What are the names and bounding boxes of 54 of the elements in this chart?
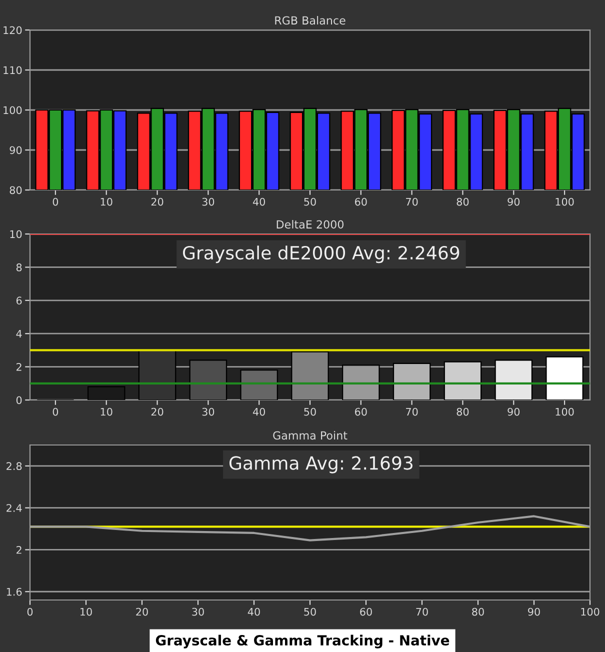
x-tick-label: 70 — [406, 198, 418, 206]
x-tick-label: 20 — [151, 408, 164, 416]
annotation: Gamma Avg: 2.1693 — [229, 456, 412, 474]
x-tick-label: 50 — [304, 608, 316, 616]
y-tick-label: 110 — [4, 66, 22, 74]
x-tick-label: 20 — [136, 608, 148, 616]
chart-title: RGB Balance — [275, 16, 346, 25]
y-tick-label: 0 — [16, 396, 22, 404]
x-tick-label: 0 — [52, 198, 58, 206]
y-tick-label: 6 — [16, 296, 22, 305]
x-tick-label: 10 — [100, 198, 112, 206]
y-tick-label: 8 — [16, 263, 22, 272]
y-tick-label: 100 — [4, 106, 22, 114]
y-tick-label: 90 — [10, 146, 22, 154]
x-tick-label: 80 — [456, 198, 469, 206]
x-tick-label: 50 — [304, 408, 316, 416]
annotation: Grayscale dE2000 Avg: 2.2469 — [183, 246, 460, 264]
x-tick-label: 100 — [556, 408, 574, 416]
text: Grayscale & Gamma Tracking - Native — [156, 634, 450, 648]
x-tick-label: 30 — [202, 408, 214, 416]
x-tick-label: 50 — [304, 198, 316, 206]
y-tick-label: 1.6 — [6, 588, 22, 596]
x-tick-label: 80 — [472, 608, 484, 616]
y-tick-label: 2 — [16, 363, 22, 371]
x-tick-label: 0 — [52, 408, 58, 416]
x-tick-label: 40 — [248, 608, 260, 616]
x-tick-label: 30 — [192, 608, 204, 616]
y-tick-label: 2.4 — [6, 504, 22, 512]
x-tick-label: 90 — [528, 608, 540, 616]
x-tick-label: 20 — [151, 198, 164, 206]
y-tick-label: 4 — [16, 330, 22, 338]
x-tick-label: 60 — [355, 408, 367, 416]
x-tick-label: 80 — [456, 408, 469, 416]
x-tick-label: 40 — [252, 198, 266, 206]
y-tick-label: 10 — [10, 230, 22, 238]
chart-title: DeltaE 2000 — [276, 220, 344, 229]
x-tick-label: 30 — [202, 198, 214, 206]
x-tick-label: 10 — [80, 608, 92, 616]
y-tick-label: 2.8 — [6, 462, 22, 470]
chart-title: Gamma Point — [273, 431, 348, 440]
x-tick-label: 70 — [416, 608, 428, 616]
x-tick-label: 100 — [556, 198, 574, 206]
x-tick-label: 40 — [252, 408, 266, 416]
x-tick-label: 60 — [355, 198, 367, 206]
x-tick-label: 90 — [508, 408, 520, 416]
x-tick-label: 90 — [508, 198, 520, 206]
y-tick-label: 2 — [16, 546, 22, 554]
x-tick-label: 70 — [406, 408, 418, 416]
y-tick-label: 120 — [4, 26, 22, 34]
x-tick-label: 60 — [360, 608, 372, 616]
y-tick-label: 80 — [10, 186, 22, 194]
x-tick-label: 100 — [581, 608, 600, 616]
x-tick-label: 10 — [100, 408, 112, 416]
x-tick-label: 0 — [27, 608, 33, 616]
